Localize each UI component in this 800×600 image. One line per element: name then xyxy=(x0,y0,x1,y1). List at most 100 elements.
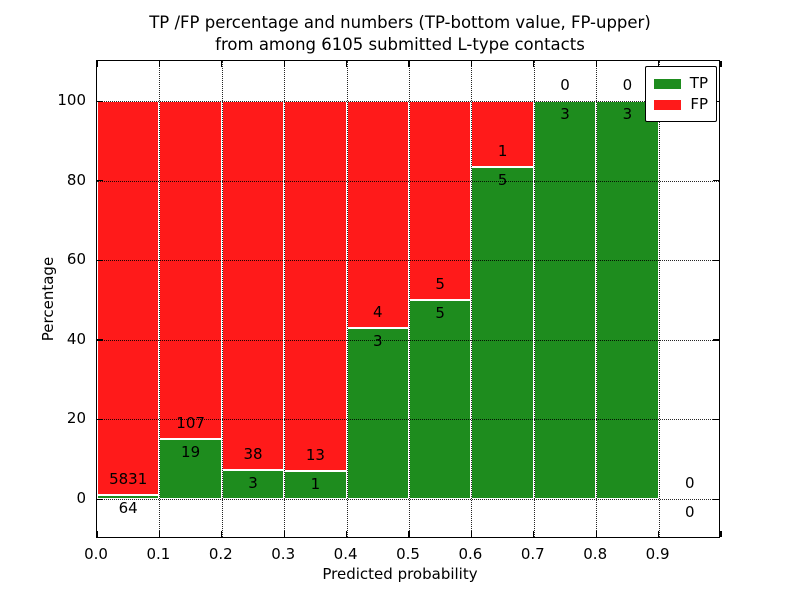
x-tick-label: 0.4 xyxy=(333,545,358,563)
y-gridline xyxy=(97,499,719,500)
y-tick-label: 40 xyxy=(66,329,86,348)
x-tick-mark xyxy=(158,531,161,537)
legend: TP FP xyxy=(645,66,717,122)
y-gridline xyxy=(97,101,719,102)
x-tick-mark xyxy=(96,531,98,537)
y-gridline xyxy=(97,339,719,341)
y-tick-label: 60 xyxy=(66,250,86,269)
tp-count-label: 3 xyxy=(373,332,383,351)
fp-swatch-icon xyxy=(654,99,681,110)
y-axis-label: Percentage xyxy=(39,256,57,342)
fp-count-label: 5831 xyxy=(109,469,148,488)
tp-count-label: 1 xyxy=(310,474,321,493)
fp-bar xyxy=(409,101,472,300)
x-tick-label: 0.0 xyxy=(84,545,108,563)
legend-item-fp: FP xyxy=(654,94,708,115)
tp-count-label: 5 xyxy=(435,304,445,322)
x-tick-mark xyxy=(720,61,722,67)
tp-bar xyxy=(596,101,659,499)
x-tick-mark xyxy=(408,61,410,67)
tp-count-label: 19 xyxy=(181,442,201,461)
y-tick-mark xyxy=(97,418,103,421)
tp-count-label: 64 xyxy=(118,498,138,517)
y-tick-mark xyxy=(97,339,103,341)
fp-count-label: 0 xyxy=(622,76,633,94)
y-tick-mark xyxy=(713,339,719,341)
x-tick-mark xyxy=(657,61,660,67)
x-tick-mark xyxy=(657,531,660,537)
tp-count-label: 3 xyxy=(622,105,633,123)
plot-area: 5831 64 107 19 38 3 13 1 4 3 5 5 1 5 0 3 0 3 0 0 xyxy=(96,60,722,538)
x-tick-mark xyxy=(283,531,285,537)
tp-bar xyxy=(346,328,409,499)
fp-bar xyxy=(284,101,347,471)
fp-count-label: 107 xyxy=(176,413,205,432)
fp-count-label: 38 xyxy=(243,444,263,463)
y-tick-mark xyxy=(713,180,719,182)
x-tick-mark xyxy=(408,531,410,537)
y-tick-label: 80 xyxy=(66,170,86,189)
x-tick-mark xyxy=(470,531,473,537)
y-tick-label: 100 xyxy=(57,91,86,109)
x-tick-label: 0.6 xyxy=(458,545,483,563)
x-tick-mark xyxy=(595,531,597,537)
y-tick-mark xyxy=(713,259,719,261)
x-tick-mark xyxy=(345,61,348,67)
y-tick-label: 20 xyxy=(66,409,86,428)
chart-title: TP /FP percentage and numbers (TP-bottom… xyxy=(0,12,800,56)
fp-count-label: 0 xyxy=(685,474,695,492)
x-axis-label: Predicted probability xyxy=(322,565,478,583)
legend-label-tp: TP xyxy=(689,74,708,92)
fp-count-label: 13 xyxy=(305,445,325,464)
x-tick-label: 0.8 xyxy=(583,545,608,563)
tp-count-label: 5 xyxy=(497,171,508,190)
x-gridline xyxy=(409,61,410,537)
tp-swatch-icon xyxy=(654,78,681,89)
x-tick-label: 0.5 xyxy=(396,545,420,563)
x-gridline xyxy=(284,61,286,537)
y-tick-mark xyxy=(97,498,103,500)
y-gridline xyxy=(97,180,719,182)
x-gridline xyxy=(159,61,161,537)
x-gridline xyxy=(346,61,348,537)
fp-count-label: 1 xyxy=(497,142,508,161)
tp-bar xyxy=(471,167,534,499)
x-tick-mark xyxy=(533,531,535,537)
x-tick-mark xyxy=(96,61,98,67)
x-gridline xyxy=(658,61,660,537)
fp-count-label: 0 xyxy=(560,76,570,94)
tp-count-label: 3 xyxy=(560,105,570,123)
y-gridline xyxy=(97,419,719,421)
tp-bar xyxy=(284,470,347,499)
tp-bar xyxy=(97,494,160,499)
x-tick-mark xyxy=(470,61,473,67)
y-tick-mark xyxy=(713,498,719,500)
tp-count-label: 3 xyxy=(248,473,258,492)
x-tick-mark xyxy=(345,531,348,537)
tp-bar xyxy=(533,101,597,499)
y-gridline xyxy=(97,260,719,262)
x-gridline xyxy=(533,61,535,537)
legend-item-tp: TP xyxy=(654,73,708,94)
x-gridline xyxy=(596,61,598,537)
x-tick-mark xyxy=(533,61,535,67)
chart-title-line1: TP /FP percentage and numbers (TP-bottom… xyxy=(149,13,651,32)
x-tick-label: 0.7 xyxy=(520,545,545,563)
legend-label-fp: FP xyxy=(690,95,708,113)
fp-count-label: 4 xyxy=(373,303,383,322)
fp-bar xyxy=(346,101,409,329)
y-tick-mark xyxy=(97,259,103,261)
tp-count-label: 0 xyxy=(685,503,695,521)
x-tick-label: 0.1 xyxy=(146,545,171,563)
y-tick-mark xyxy=(713,418,719,421)
x-tick-mark xyxy=(221,61,223,67)
x-tick-mark xyxy=(221,531,223,537)
fp-bar xyxy=(97,101,160,495)
x-gridline xyxy=(471,61,473,537)
x-tick-mark xyxy=(158,61,161,67)
tp-bar xyxy=(159,438,222,499)
y-tick-mark xyxy=(97,180,103,182)
fp-bar xyxy=(159,101,222,439)
fp-bar xyxy=(471,101,534,168)
